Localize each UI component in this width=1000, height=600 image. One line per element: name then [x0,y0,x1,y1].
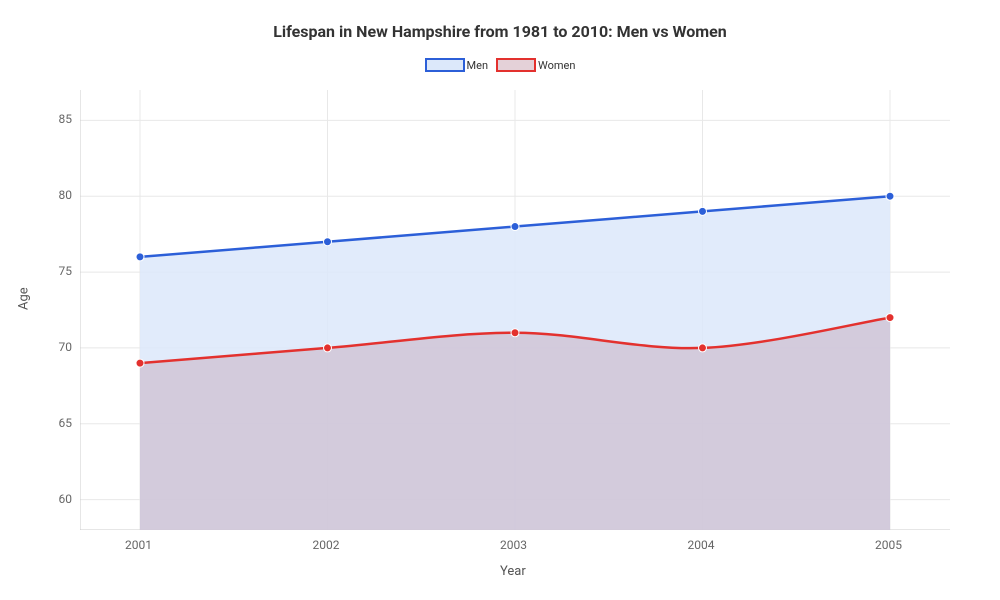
y-tick-label: 60 [59,492,73,506]
legend-swatch-men [425,58,465,72]
y-tick-label: 80 [59,188,73,202]
legend: Men Women [0,58,1000,72]
y-tick-label: 70 [59,340,73,354]
y-axis-label: Age [17,287,32,310]
x-axis-label: Year [500,564,526,579]
legend-label-women: Women [538,59,575,72]
legend-label-men: Men [467,59,489,72]
legend-item-women[interactable]: Women [496,58,575,72]
x-tick-label: 2005 [875,538,902,552]
y-tick-label: 85 [59,112,73,126]
chart-title: Lifespan in New Hampshire from 1981 to 2… [0,22,1000,41]
chart-container: Lifespan in New Hampshire from 1981 to 2… [0,0,1000,600]
legend-swatch-women [496,58,536,72]
x-tick-label: 2001 [125,538,152,552]
y-tick-label: 65 [59,416,73,430]
x-tick-label: 2003 [500,538,527,552]
legend-item-men[interactable]: Men [425,58,489,72]
plot-area [80,90,950,530]
y-tick-label: 75 [59,264,73,278]
x-tick-label: 2004 [688,538,715,552]
x-tick-label: 2002 [313,538,340,552]
